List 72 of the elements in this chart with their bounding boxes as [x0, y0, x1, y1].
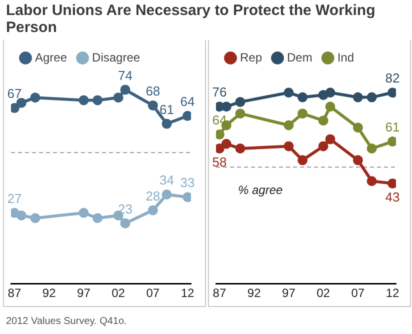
point [235, 144, 246, 154]
x-tick-label: 87 [8, 286, 22, 300]
x-tick-label: 87 [212, 286, 226, 300]
x-tick-label: 97 [77, 286, 91, 300]
data-label: 33 [180, 175, 195, 190]
point [318, 116, 328, 126]
point [325, 134, 336, 144]
point [284, 88, 294, 98]
point [16, 210, 26, 220]
point [92, 213, 103, 224]
legend-label: Rep [240, 50, 262, 64]
point [325, 102, 336, 112]
x-tick-label: 92 [247, 286, 262, 300]
point [284, 141, 294, 152]
data-label: 68 [146, 84, 160, 99]
data-label: 28 [146, 188, 160, 204]
annotation: % agree [238, 182, 284, 197]
data-label: 27 [7, 190, 22, 206]
point [366, 92, 377, 102]
data-label: 43 [385, 190, 400, 205]
point [113, 92, 124, 103]
point [120, 84, 130, 95]
data-label: 67 [7, 86, 22, 102]
point [16, 98, 26, 108]
point [352, 122, 363, 133]
legend-label: Dem [287, 50, 312, 64]
data-label: 74 [118, 68, 132, 83]
x-tick-label: 07 [351, 286, 365, 300]
point [318, 90, 328, 100]
x-tick-label: 92 [42, 286, 56, 300]
point [78, 95, 89, 106]
chart-title: Labor Unions Are Necessary to Protect the Working Person [6, 2, 376, 36]
x-tick-label: 02 [112, 286, 126, 300]
point [284, 120, 294, 130]
point [162, 118, 172, 129]
point [221, 102, 232, 112]
point [162, 190, 172, 200]
point [366, 144, 377, 154]
point [318, 141, 328, 152]
x-tick-label: 07 [146, 286, 160, 300]
point [78, 208, 89, 218]
point [148, 100, 158, 110]
point [366, 176, 377, 186]
point [352, 155, 363, 166]
point [298, 155, 308, 166]
data-label: 58 [212, 154, 227, 170]
point [352, 92, 363, 102]
point [235, 96, 246, 107]
x-tick-label: 97 [282, 286, 296, 300]
data-label: 34 [160, 172, 174, 188]
data-label: 82 [385, 70, 400, 86]
point [298, 92, 308, 102]
x-tick-label: 12 [386, 286, 400, 300]
point [92, 95, 103, 106]
text: 2012 Values Survey. Q41o. [6, 316, 127, 327]
x-tick-label: 02 [316, 286, 330, 300]
data-label: 61 [160, 102, 174, 117]
x-tick-label: 12 [180, 286, 195, 300]
point [120, 218, 130, 228]
data-label: 76 [212, 84, 227, 100]
point [298, 108, 308, 119]
legend-label: Agree [35, 50, 68, 64]
data-label: 61 [385, 120, 400, 135]
data-label: 64 [180, 94, 195, 109]
point [30, 92, 40, 103]
legend-label: Ind [337, 50, 354, 64]
point [235, 108, 246, 119]
point [325, 88, 336, 98]
point [30, 213, 40, 224]
point [148, 205, 158, 216]
legend-label: Disagree [92, 50, 140, 64]
point [221, 138, 232, 149]
